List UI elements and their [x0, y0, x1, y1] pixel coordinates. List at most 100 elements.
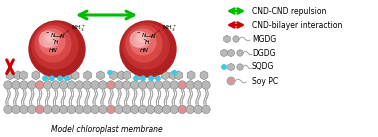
Circle shape	[75, 105, 84, 114]
Circle shape	[156, 76, 160, 81]
Polygon shape	[14, 71, 22, 80]
Circle shape	[222, 65, 226, 69]
Circle shape	[83, 105, 91, 114]
Circle shape	[237, 50, 243, 56]
Circle shape	[146, 105, 155, 114]
Circle shape	[130, 81, 139, 89]
Circle shape	[162, 81, 170, 89]
Text: N: N	[60, 35, 64, 39]
Circle shape	[237, 64, 243, 70]
Circle shape	[123, 23, 169, 69]
Circle shape	[122, 81, 131, 89]
Circle shape	[28, 105, 36, 114]
Circle shape	[134, 32, 150, 48]
Circle shape	[146, 81, 155, 89]
Circle shape	[91, 81, 99, 89]
Circle shape	[141, 76, 145, 81]
Circle shape	[20, 105, 28, 114]
Circle shape	[130, 105, 139, 114]
Text: HN: HN	[49, 48, 57, 52]
Circle shape	[227, 77, 235, 85]
Circle shape	[99, 81, 107, 89]
Polygon shape	[187, 71, 195, 80]
Circle shape	[51, 81, 60, 89]
Circle shape	[202, 81, 210, 89]
Text: CND-CND repulsion: CND-CND repulsion	[252, 6, 326, 15]
Circle shape	[29, 21, 85, 77]
Circle shape	[91, 105, 99, 114]
Circle shape	[67, 81, 76, 89]
Circle shape	[28, 81, 36, 89]
Circle shape	[108, 71, 112, 75]
Circle shape	[43, 81, 52, 89]
Circle shape	[233, 36, 239, 42]
Circle shape	[130, 31, 146, 47]
Circle shape	[43, 71, 47, 75]
Circle shape	[65, 76, 69, 81]
Text: N: N	[151, 35, 155, 39]
Circle shape	[43, 76, 47, 81]
Circle shape	[154, 105, 163, 114]
Polygon shape	[58, 71, 66, 80]
Text: $^-$N: $^-$N	[45, 31, 57, 39]
Circle shape	[115, 81, 123, 89]
Circle shape	[99, 105, 107, 114]
Circle shape	[67, 105, 76, 114]
Polygon shape	[175, 71, 183, 80]
Polygon shape	[6, 71, 14, 80]
Polygon shape	[135, 71, 143, 80]
Circle shape	[58, 76, 62, 81]
Circle shape	[154, 81, 163, 89]
Text: DGDG: DGDG	[252, 48, 276, 58]
Text: H: H	[54, 39, 58, 45]
Circle shape	[4, 81, 12, 89]
Polygon shape	[200, 71, 208, 80]
Circle shape	[202, 105, 210, 114]
Circle shape	[186, 105, 194, 114]
Polygon shape	[45, 71, 53, 80]
Polygon shape	[224, 35, 230, 43]
Circle shape	[178, 105, 186, 114]
Text: NH$_3^+$: NH$_3^+$	[162, 24, 177, 34]
Circle shape	[194, 105, 202, 114]
Polygon shape	[20, 71, 27, 80]
Circle shape	[137, 34, 145, 42]
Circle shape	[36, 105, 44, 114]
Circle shape	[46, 34, 54, 42]
Circle shape	[4, 105, 12, 114]
Circle shape	[149, 76, 153, 81]
Circle shape	[162, 105, 170, 114]
Circle shape	[120, 21, 176, 77]
Polygon shape	[97, 71, 104, 80]
Text: HN: HN	[139, 48, 149, 52]
Circle shape	[122, 105, 131, 114]
Text: Soy PC: Soy PC	[252, 76, 278, 85]
Circle shape	[36, 81, 44, 89]
Text: SQDG: SQDG	[252, 62, 274, 72]
Polygon shape	[84, 71, 91, 80]
Polygon shape	[66, 71, 74, 80]
Polygon shape	[110, 71, 117, 80]
Circle shape	[138, 81, 147, 89]
Circle shape	[186, 81, 194, 89]
Polygon shape	[71, 71, 79, 80]
Circle shape	[194, 81, 202, 89]
Circle shape	[170, 105, 178, 114]
Circle shape	[170, 81, 178, 89]
Circle shape	[107, 81, 115, 89]
Polygon shape	[149, 71, 156, 80]
Text: MGDG: MGDG	[252, 35, 276, 44]
Circle shape	[115, 105, 123, 114]
Circle shape	[229, 79, 233, 83]
Circle shape	[107, 105, 115, 114]
Polygon shape	[161, 71, 169, 80]
Circle shape	[51, 105, 60, 114]
Circle shape	[138, 105, 147, 114]
Circle shape	[39, 29, 65, 55]
Circle shape	[134, 76, 138, 81]
Polygon shape	[32, 71, 40, 80]
Circle shape	[43, 32, 59, 48]
Circle shape	[20, 81, 28, 89]
Circle shape	[35, 26, 71, 62]
Polygon shape	[221, 49, 227, 57]
